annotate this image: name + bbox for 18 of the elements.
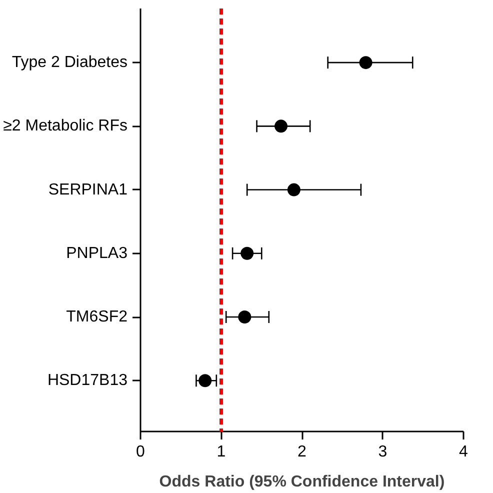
point [274,120,288,133]
x-tick-label: 1 [216,444,226,460]
point [238,310,252,324]
x-tick-label: 0 [136,444,146,460]
y-tick-label: TM6SF2 [66,308,128,326]
x-tick-label: 4 [459,444,468,460]
y-tick-label: PNPLA3 [66,244,128,262]
point [240,246,254,260]
y-tick-label: HSD17B13 [47,372,128,390]
y-tick-label: SERPINA1 [48,181,128,198]
point [287,183,300,196]
y-tick-label: ≥2 Metabolic RFs [3,118,128,135]
x-tick-label: 3 [378,444,388,460]
x-tick-label: 2 [298,444,307,460]
x-axis-title: Odds Ratio (95% Confidence Interval) [159,474,445,490]
y-tick-label: Type 2 Diabetes [12,54,128,72]
point [359,56,372,70]
point [198,374,212,388]
